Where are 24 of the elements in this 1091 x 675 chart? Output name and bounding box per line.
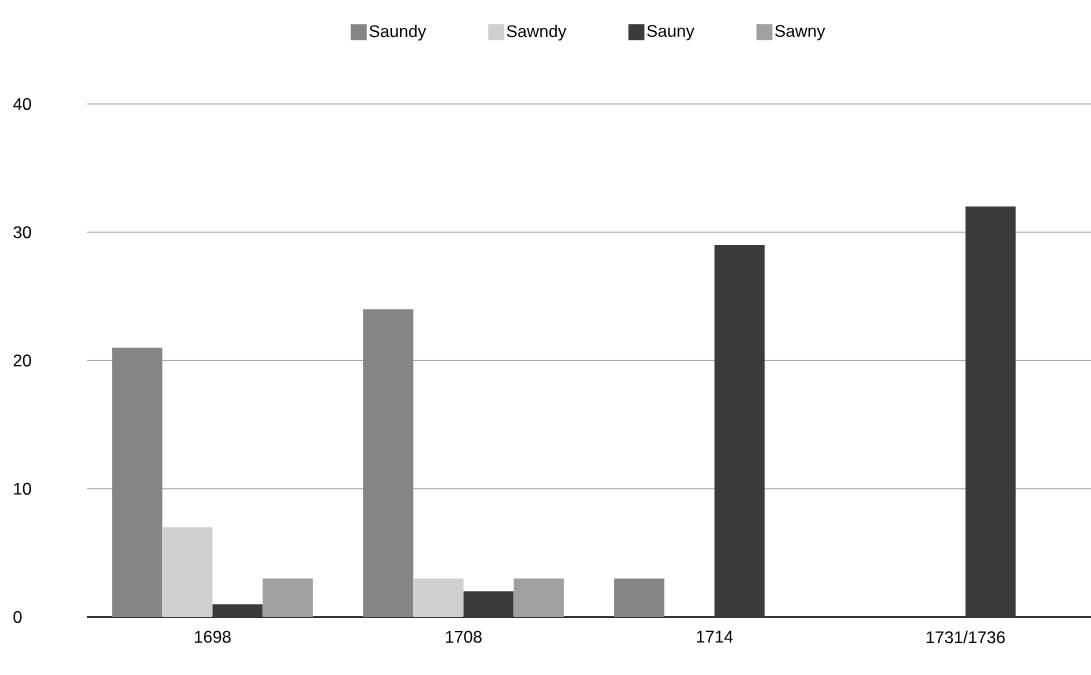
y-tick-label: 10 [14, 482, 32, 495]
legend-label: Sauny [647, 24, 695, 41]
y-tick-label: 0 [13, 610, 22, 623]
y-tick-label: 20 [13, 354, 32, 367]
legend-label: Sawndy [506, 24, 567, 41]
x-tick-label: 1731/1736 [926, 630, 1005, 644]
legend-label: Saundy [369, 24, 427, 41]
x-tick-label: 1714 [696, 630, 733, 643]
x-tick-label: 1698 [194, 630, 231, 643]
bar [112, 347, 163, 617]
bar [614, 578, 665, 617]
bar [413, 578, 464, 617]
bar [363, 309, 414, 617]
y-tick-label: 30 [13, 226, 32, 239]
bar [162, 527, 213, 617]
bar [212, 604, 263, 617]
legend-label: Sawny [775, 24, 826, 41]
y-tick-label: 40 [13, 97, 32, 110]
bar [965, 206, 1016, 617]
x-tick-label: 1708 [445, 630, 482, 643]
bar [463, 591, 514, 617]
bar [513, 578, 564, 617]
bar [262, 578, 313, 617]
bar [714, 245, 765, 617]
